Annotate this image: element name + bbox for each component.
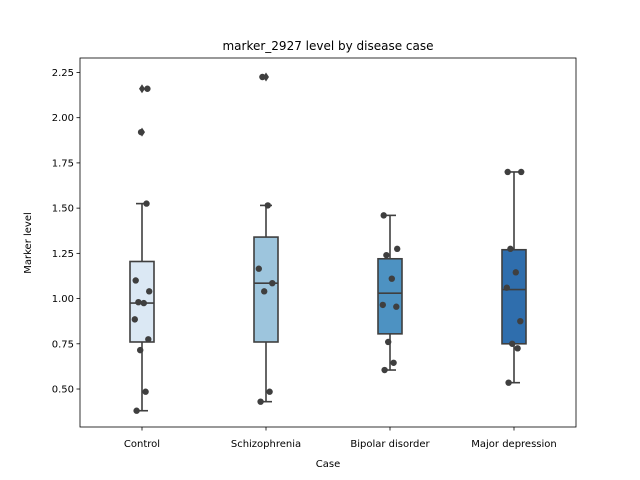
y-axis: 0.50 0.75 1.00 1.25 1.50 1.75 2.00 2.25 [52, 68, 80, 396]
data-point [137, 128, 145, 136]
plot-frame [79, 57, 577, 428]
plot-area [129, 72, 527, 414]
x-tick-label: Control [124, 439, 160, 450]
data-point [261, 288, 268, 295]
y-tick-label: 1.75 [52, 158, 74, 169]
data-point [394, 245, 401, 253]
data-point [137, 346, 144, 354]
y-tick-label: 0.75 [52, 339, 74, 350]
data-point [383, 251, 390, 259]
data-point [507, 245, 514, 253]
data-point [143, 200, 150, 207]
data-point [142, 388, 149, 395]
data-point [255, 265, 262, 272]
data-point [380, 212, 387, 219]
data-point [144, 85, 151, 92]
data-point [381, 366, 388, 374]
data-point [135, 298, 142, 306]
y-tick-label: 1.50 [52, 204, 74, 215]
y-tick-label: 1.00 [52, 294, 74, 305]
chart-title: marker_2927 level by disease case [222, 39, 433, 53]
data-point [512, 269, 519, 276]
data-point [146, 288, 153, 295]
data-point [517, 317, 524, 325]
x-tick-label: Major depression [471, 439, 557, 450]
x-axis: Control Schizophrenia Bipolar disorder Majo… [124, 427, 557, 450]
y-axis-label: Marker level [23, 212, 34, 274]
box [377, 257, 403, 335]
data-point [518, 168, 525, 176]
y-tick-label: 2.25 [52, 68, 74, 79]
outlier-marker [139, 84, 145, 94]
data-point [388, 275, 395, 282]
data-point [133, 407, 140, 414]
data-point [390, 359, 397, 366]
x-tick-label: Schizophrenia [231, 439, 301, 450]
data-point [514, 345, 521, 352]
data-point [132, 277, 139, 284]
data-point [269, 279, 276, 287]
data-point [379, 301, 386, 309]
data-point [509, 340, 516, 347]
data-point [145, 336, 152, 343]
data-point [264, 202, 271, 209]
data-point [257, 398, 264, 405]
y-tick-label: 2.00 [52, 113, 74, 124]
x-tick-label: Bipolar disorder [350, 439, 430, 450]
data-point [505, 379, 512, 386]
data-point [266, 388, 273, 395]
box-group-bipolar-disorder [377, 214, 403, 371]
data-point [385, 338, 392, 346]
y-tick-label: 1.25 [52, 249, 74, 260]
data-point [393, 303, 400, 310]
y-tick-label: 0.50 [52, 385, 74, 396]
data-point [131, 316, 138, 323]
data-point [504, 168, 511, 176]
data-point [503, 284, 510, 291]
x-axis-label: Case [316, 459, 340, 470]
box [501, 248, 527, 345]
data-point [259, 73, 266, 81]
data-point [140, 299, 147, 307]
